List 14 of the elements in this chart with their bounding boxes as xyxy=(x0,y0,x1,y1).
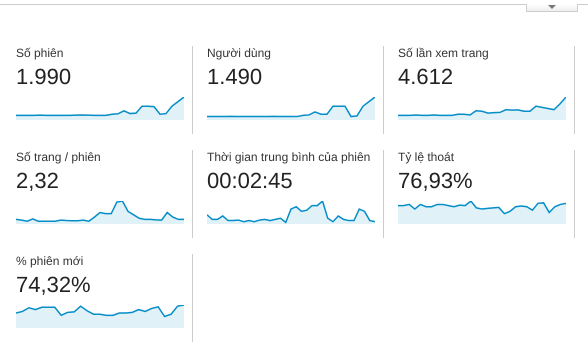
chart-title: Số phiên xyxy=(16,46,64,60)
chart-title: Số trang / phiên xyxy=(16,150,101,164)
chart-title: Tỷ lệ thoát xyxy=(398,150,454,164)
chart-subtitle: 76,93% xyxy=(398,168,473,194)
chart-subtitle: 00:02:45 xyxy=(207,168,293,194)
chart-title: % phiên mới xyxy=(16,254,84,268)
chart-subtitle: 2,32 xyxy=(16,168,59,194)
chart-title: Người dùng xyxy=(207,46,271,60)
chart-title: Số lần xem trang xyxy=(398,46,489,60)
chart-subtitle: 1.490 xyxy=(207,64,262,90)
chart-title: Thời gian trung bình của phiên xyxy=(207,150,370,164)
chart-subtitle: 74,32% xyxy=(16,272,91,298)
chart-subtitle: 1.990 xyxy=(16,64,72,90)
chart-subtitle: 4.612 xyxy=(398,64,454,90)
